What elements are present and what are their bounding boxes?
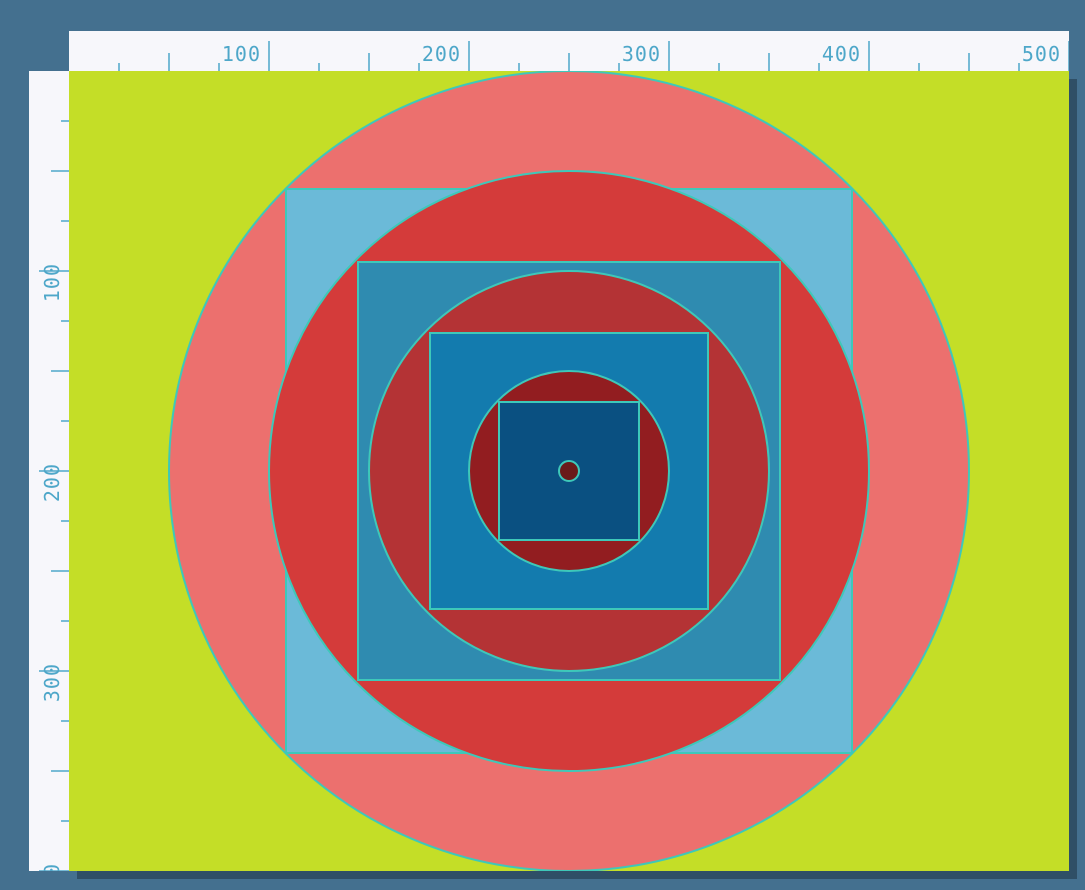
- ruler-label: 300: [622, 42, 661, 66]
- ruler-label: 100: [40, 263, 64, 302]
- concentric-shapes-artwork: [69, 71, 1069, 871]
- vertical-ruler[interactable]: 100 200 300 400: [29, 71, 69, 871]
- vertical-ruler-scale: 100 200 300 400: [39, 120, 69, 871]
- square-4[interactable]: [498, 401, 640, 541]
- drawing-canvas[interactable]: [69, 71, 1069, 871]
- ruler-label: 300: [40, 663, 64, 702]
- horizontal-ruler[interactable]: 100 200 300 400 500: [69, 31, 1069, 71]
- ruler-label: 400: [40, 863, 64, 871]
- center-dot[interactable]: [558, 460, 580, 482]
- ruler-label: 100: [222, 42, 261, 66]
- horizontal-ruler-scale: 100 200 300 400 500: [118, 41, 1069, 71]
- ruler-label: 400: [822, 42, 861, 66]
- ruler-label: 500: [1022, 42, 1061, 66]
- ruler-label: 200: [40, 463, 64, 502]
- ruler-label: 200: [422, 42, 461, 66]
